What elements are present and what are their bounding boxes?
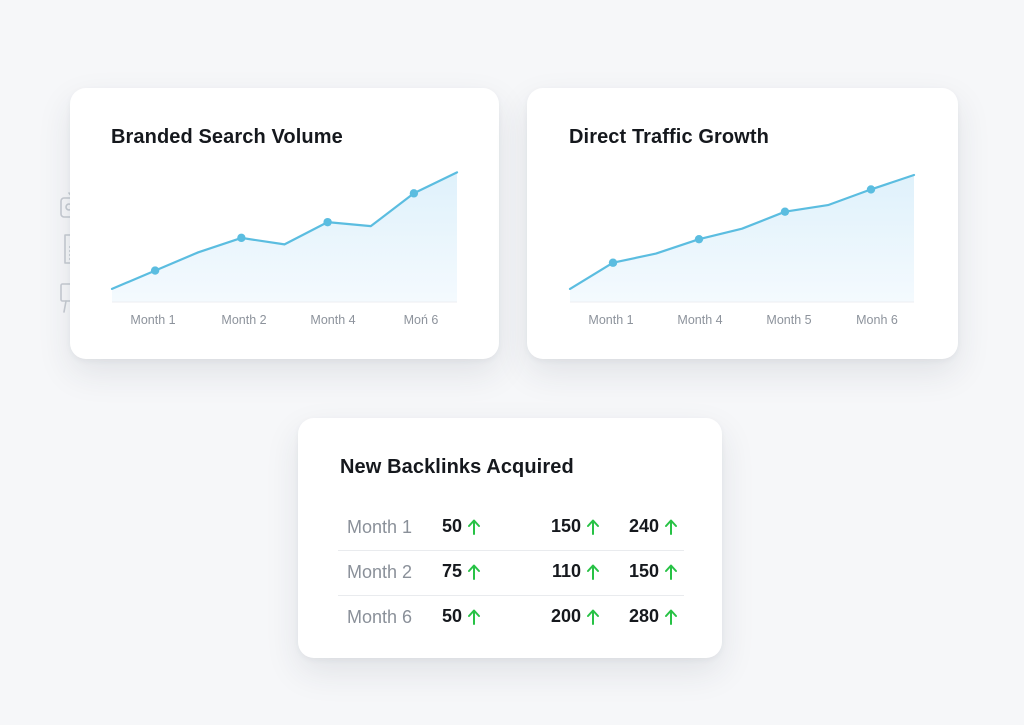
arrow-up-icon bbox=[468, 519, 481, 535]
arrow-up-icon bbox=[665, 519, 677, 535]
data-point bbox=[409, 189, 419, 198]
row-label: Month 1 bbox=[347, 517, 413, 537]
table-cell: 110 bbox=[538, 561, 600, 582]
table-cell: 150 bbox=[616, 561, 678, 582]
arrow-up-icon bbox=[665, 564, 677, 580]
x-tick-label: Month 2 bbox=[221, 313, 266, 327]
x-tick-label: Month 4 bbox=[310, 313, 355, 327]
table-cell: 50 bbox=[442, 516, 481, 537]
table-row: Month 6 50 200 280 bbox=[338, 596, 684, 640]
cell-value: 240 bbox=[628, 516, 659, 536]
data-point bbox=[237, 233, 246, 243]
data-point bbox=[150, 266, 160, 275]
backlinks-table: Month 1 50 150 240 Month 2 75 110 150 Mo… bbox=[338, 506, 684, 640]
table-cell: 200 bbox=[538, 606, 600, 627]
cell-value: 150 bbox=[550, 516, 581, 536]
arrow-up-icon bbox=[587, 564, 599, 580]
x-tick-label: Month 4 bbox=[677, 313, 722, 327]
x-tick-label: Monh 6 bbox=[856, 313, 898, 327]
area-fill bbox=[112, 172, 457, 302]
data-point bbox=[608, 258, 618, 267]
table-row: Month 1 50 150 240 bbox=[338, 506, 684, 551]
area-fill bbox=[570, 175, 914, 302]
arrow-up-icon bbox=[468, 564, 481, 580]
table-cell: 150 bbox=[538, 516, 600, 537]
cell-value: 200 bbox=[550, 606, 581, 626]
table-cell: 240 bbox=[616, 516, 678, 537]
cell-value: 110 bbox=[551, 561, 581, 581]
data-point bbox=[323, 217, 332, 227]
data-point bbox=[694, 234, 704, 244]
chart-title: Direct Traffic Growth bbox=[569, 126, 769, 148]
chart-title: Branded Search Volume bbox=[111, 126, 343, 148]
table-cell: 280 bbox=[616, 606, 678, 627]
arrow-up-icon bbox=[587, 609, 599, 625]
backlinks-card: New Backlinks Acquired Month 1 50 150 24… bbox=[298, 418, 722, 658]
cell-value: 50 bbox=[442, 606, 463, 626]
data-point bbox=[780, 207, 790, 216]
cell-value: 75 bbox=[442, 561, 463, 581]
x-tick-label: Moń 6 bbox=[404, 313, 439, 327]
branded-search-card: Branded Search Volume Month 1 Month 2 Mont… bbox=[70, 88, 499, 359]
row-label: Month 6 bbox=[347, 607, 413, 627]
branded-search-chart: Month 1 Month 2 Month 4 Moń 6 bbox=[110, 171, 459, 327]
cell-value: 280 bbox=[628, 606, 659, 626]
x-tick-label: Month 1 bbox=[130, 313, 175, 327]
direct-traffic-card: Direct Traffic Growth Month 1 Month 4 Mont… bbox=[527, 88, 958, 359]
x-tick-label: Month 1 bbox=[588, 313, 633, 327]
arrow-up-icon bbox=[587, 519, 599, 535]
cell-value: 150 bbox=[628, 561, 659, 581]
series-line bbox=[568, 173, 916, 290]
data-point bbox=[866, 185, 876, 194]
table-row: Month 2 75 110 150 bbox=[338, 551, 684, 596]
arrow-up-icon bbox=[468, 609, 481, 625]
row-label: Month 2 bbox=[347, 562, 413, 582]
table-title: New Backlinks Acquired bbox=[340, 456, 574, 478]
x-tick-label: Month 5 bbox=[766, 313, 811, 327]
cell-value: 50 bbox=[442, 516, 463, 536]
direct-traffic-chart: Month 1 Month 4 Month 5 Monh 6 bbox=[568, 173, 916, 327]
arrow-up-icon bbox=[665, 609, 677, 625]
table-cell: 50 bbox=[442, 606, 481, 627]
series-line bbox=[110, 171, 459, 290]
table-cell: 75 bbox=[442, 561, 481, 582]
